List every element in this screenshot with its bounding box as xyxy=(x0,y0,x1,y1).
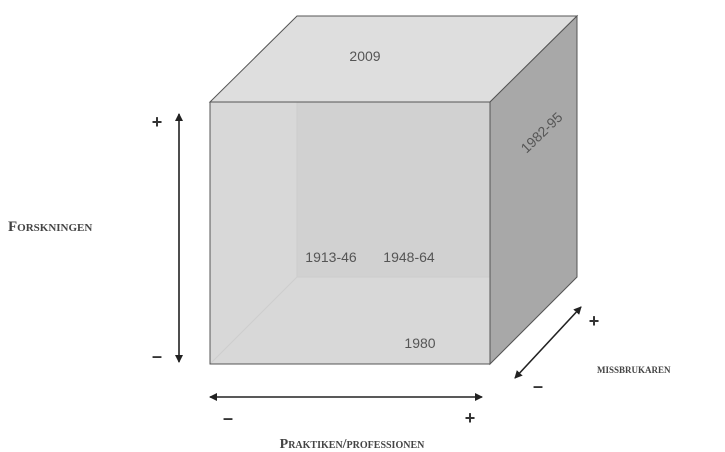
research-plus-sign: + xyxy=(152,112,163,132)
practice-plus-sign: + xyxy=(465,408,476,428)
practice-minus-sign: – xyxy=(223,408,233,428)
research-minus-sign: – xyxy=(152,346,162,366)
research-axis-label: Forskningen xyxy=(8,219,92,235)
practice-axis-label: Praktiken/professionen xyxy=(280,437,425,452)
abusers-axis-label: missbrukaren xyxy=(597,361,671,376)
period-bottom: 1980 xyxy=(404,335,435,351)
abusers-plus-sign: + xyxy=(589,311,600,331)
period-top: 2009 xyxy=(349,48,380,64)
period-back-left: 1913-46 xyxy=(305,249,357,265)
period-back-middle: 1948-64 xyxy=(383,249,435,265)
abusers-minus-sign: – xyxy=(533,376,543,396)
cube-front-face xyxy=(209,101,491,365)
abusers-axis-arrow xyxy=(514,306,582,379)
